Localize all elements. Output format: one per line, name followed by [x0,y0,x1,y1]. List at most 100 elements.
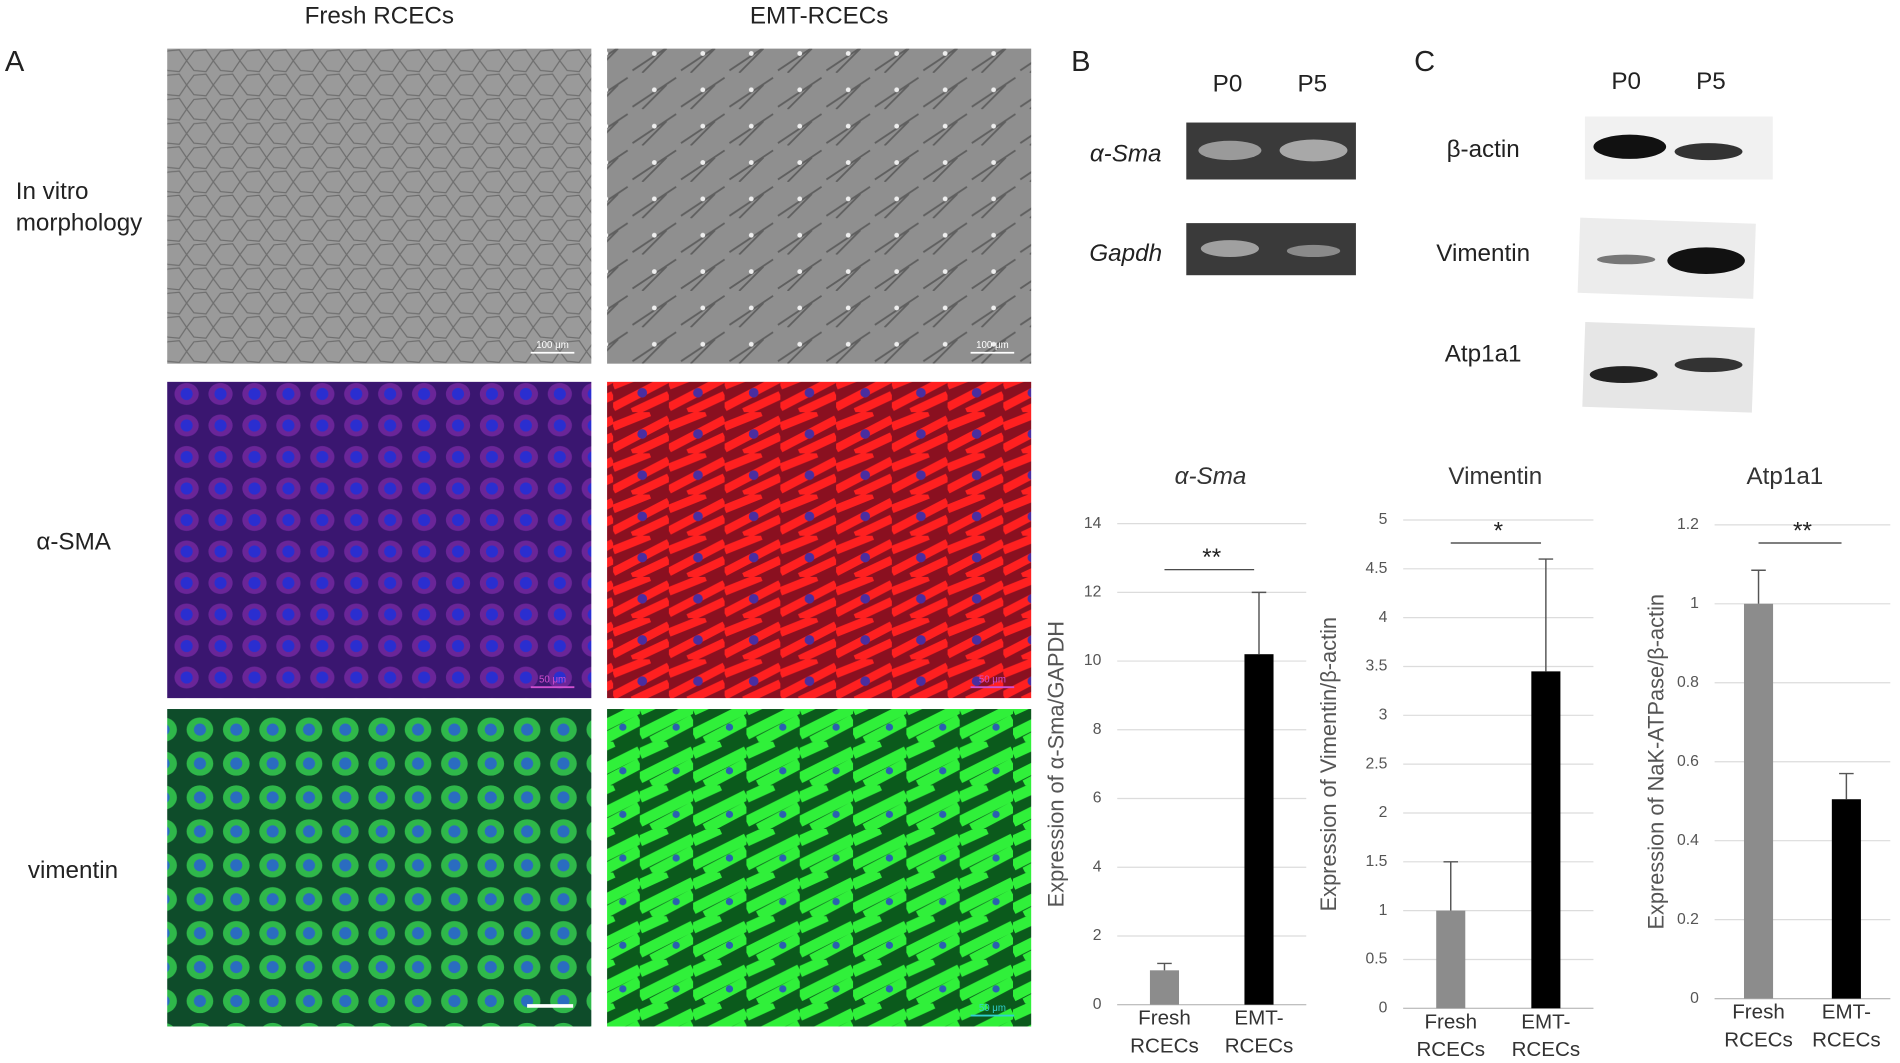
row-label: In vitro [16,178,89,205]
x-tick-label: RCECs [1225,1035,1294,1058]
row-label: morphology [16,210,143,237]
y-tick-label: 6 [1093,790,1102,807]
blot [1582,321,1755,413]
x-tick-label: EMT- [1521,1010,1570,1033]
x-tick-label: RCECs [1812,1028,1881,1051]
significance: ** [1202,544,1221,571]
scale-label: 50 μm [979,1003,1006,1014]
y-tick-label: 0.4 [1677,832,1699,849]
lane-label: P0 [1213,70,1243,97]
bar [1531,671,1561,1009]
y-tick-label: 3 [1379,706,1388,723]
protein-label: Atp1a1 [1445,341,1522,368]
y-tick-label: 4 [1093,858,1102,875]
lane-label: P5 [1696,68,1726,95]
significance: ** [1793,518,1812,545]
y-tick-label: 10 [1084,652,1102,669]
image [167,381,592,699]
x-tick-label: RCECs [1512,1038,1581,1061]
band [1674,357,1743,373]
gene-label: Gapdh [1089,240,1162,267]
x-tick-label: EMT- [1822,1001,1871,1024]
x-tick-label: RCECs [1130,1035,1199,1058]
bar [1831,799,1861,999]
y-tick-label: 0.6 [1677,753,1699,770]
scale-label: 50 μm [979,675,1006,686]
bar [1149,970,1180,1005]
scale-label: 100 μm [976,340,1009,351]
image [607,48,1032,364]
band [1597,254,1656,265]
y-axis-label: Expression of NaK-ATPase/β-actin [1643,594,1668,930]
error-bar [1538,558,1554,672]
x-tick-label: Fresh [1732,1001,1785,1024]
y-tick-label: 1.5 [1366,853,1388,870]
chart-title: Vimentin [1448,463,1542,490]
panel-label: B [1071,46,1090,78]
panel-label: A [5,46,25,78]
error-bar [1157,962,1172,971]
y-tick-label: 2 [1093,927,1102,944]
image [167,48,592,364]
y-tick-label: 4 [1379,609,1388,626]
y-tick-label: 14 [1084,515,1102,532]
y-tick-label: 1 [1379,902,1388,919]
image [167,709,592,1027]
x-tick-label: EMT- [1234,1007,1283,1030]
x-tick-label: RCECs [1724,1028,1793,1051]
y-tick-label: 5 [1379,511,1388,528]
column-header: EMT-RCECs [750,3,889,30]
gels [1186,122,1356,276]
y-tick-label: 12 [1084,584,1102,601]
band [1279,139,1348,162]
scale-label: 100 μm [536,340,569,351]
band [1593,134,1667,159]
row-label: α-SMA [36,528,111,555]
panel-label: C [1414,46,1435,78]
band [1589,366,1658,384]
significance: * [1494,518,1504,545]
error-bar [1251,591,1267,655]
x-tick-label: Fresh [1424,1010,1477,1033]
y-axis-label: Expression of Vimentin/β-actin [1316,617,1341,911]
bar [1743,603,1774,999]
protein-label: Vimentin [1436,240,1530,267]
y-tick-label: 0.2 [1677,911,1699,928]
band [1200,240,1259,258]
x-tick-label: RCECs [1416,1038,1485,1061]
protein-label: β-actin [1447,136,1520,163]
y-tick-label: 0.8 [1677,674,1699,691]
chart-title: α-Sma [1175,463,1247,490]
y-axis-label: Expression of α-Sma/GAPDH [1044,621,1069,907]
y-tick-label: 0 [1379,999,1388,1016]
y-tick-label: 1.2 [1677,516,1699,533]
image [607,381,1032,699]
lane-label: P5 [1297,70,1327,97]
y-tick-label: 2.5 [1366,755,1388,772]
error-bar [1443,861,1459,911]
image [607,709,1032,1027]
bar [1436,910,1466,1009]
y-tick-label: 2 [1379,804,1388,821]
band [1286,244,1341,258]
y-tick-label: 0 [1690,990,1699,1007]
y-tick-label: 4.5 [1366,560,1388,577]
blot [1577,217,1756,299]
error-bar [1839,772,1854,800]
x-tick-label: Fresh [1138,1007,1191,1030]
y-tick-label: 1 [1690,595,1699,612]
bar [1244,654,1274,1005]
y-tick-label: 3.5 [1366,658,1388,675]
micrographs [167,48,1032,1027]
column-header: Fresh RCECs [305,3,454,30]
chart-title: Atp1a1 [1747,463,1824,490]
gene-label: α-Sma [1090,141,1162,168]
error-bar [1751,569,1766,604]
y-tick-label: 8 [1093,721,1102,738]
row-label: vimentin [28,857,118,884]
band [1674,143,1743,161]
blots [1577,116,1773,413]
band [1198,140,1262,161]
scale-label: 50 μm [539,675,566,686]
